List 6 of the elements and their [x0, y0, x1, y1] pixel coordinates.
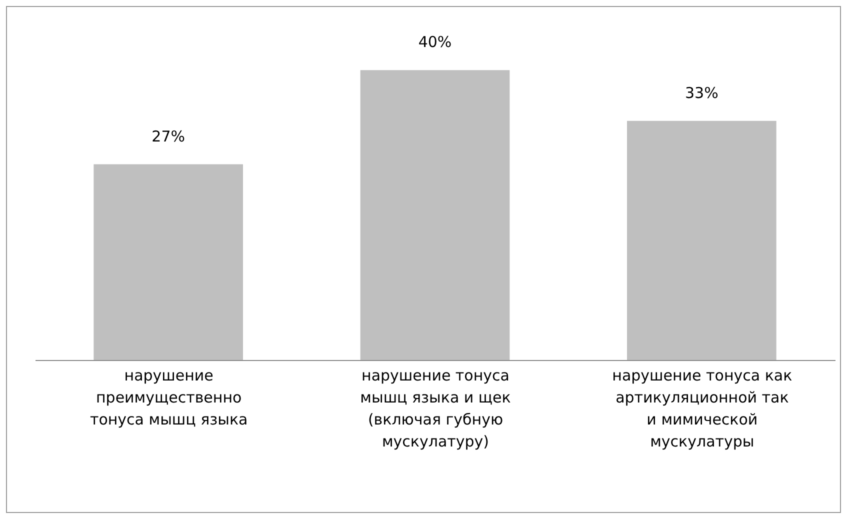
data-label: 27% [152, 127, 186, 146]
x-tick-label: нарушение преимущественно тонуса мышц языка [90, 366, 248, 428]
x-tick-label: нарушение тонуса мышц языка и щек (включая губную мускулатуру) [360, 366, 511, 450]
data-label: 33% [684, 84, 718, 102]
data-label: 40% [418, 33, 452, 52]
x-tick-label: нарушение тонуса как артикуляционной так и мимической мускулатуры [612, 366, 792, 450]
